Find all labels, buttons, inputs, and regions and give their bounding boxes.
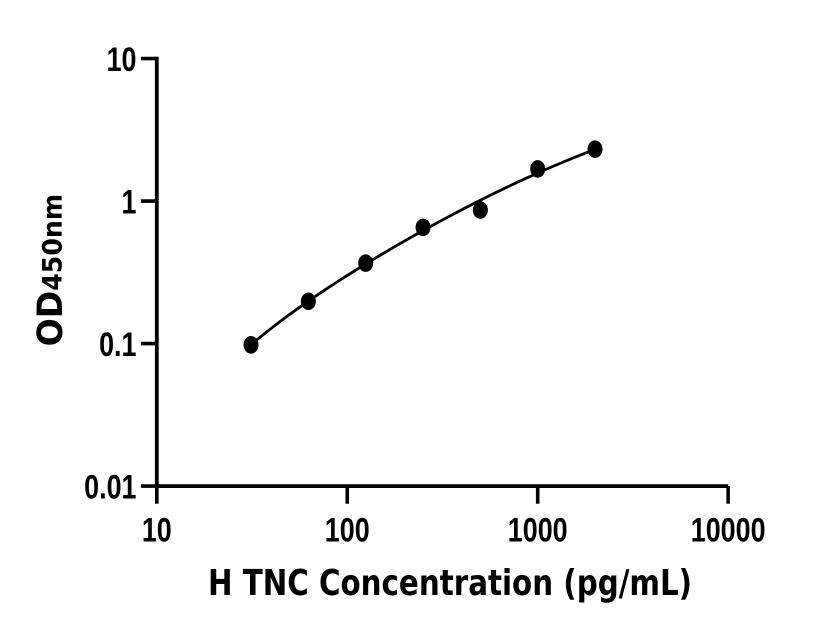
data-point-marker xyxy=(587,140,603,158)
x-tick-label-group: 10 xyxy=(142,510,172,549)
x-tick-label-group: 10000 xyxy=(691,510,766,549)
y-tick-label: 10 xyxy=(107,40,137,79)
y-tick-label-group: 0.01 xyxy=(84,467,136,506)
x-tick-label: 10 xyxy=(142,510,172,549)
x-tick-label-group: 1000 xyxy=(508,510,568,549)
y-tick-label-group: 0.1 xyxy=(99,325,136,364)
y-axis-title-main: OD xyxy=(30,291,70,347)
x-tick-label: 100 xyxy=(325,510,370,549)
tick-marks xyxy=(140,56,730,504)
data-point-marker xyxy=(358,254,374,272)
y-axis-title-group: OD450nm xyxy=(30,194,70,347)
y-tick-label: 1 xyxy=(122,182,137,221)
x-axis-title-group: H TNC Concentration (pg/mL) xyxy=(208,562,692,604)
x-axis-title: H TNC Concentration (pg/mL) xyxy=(208,562,692,604)
x-tick-label: 1000 xyxy=(508,510,568,549)
data-point-marker xyxy=(300,292,316,311)
y-tick-label-group: 10 xyxy=(107,40,137,79)
x-tick-label: 10000 xyxy=(691,510,766,549)
y-tick-label: 0.01 xyxy=(84,467,136,506)
data-point-marker xyxy=(415,218,431,237)
y-tick-label-group: 1 xyxy=(122,182,137,221)
data-points xyxy=(243,140,603,354)
data-point-marker xyxy=(530,160,546,178)
data-point-marker xyxy=(472,201,488,219)
y-axis-title-subscript: 450nm xyxy=(38,194,69,291)
y-tick-label: 0.1 xyxy=(99,325,136,364)
data-point-marker xyxy=(243,336,259,354)
y-axis-title: OD450nm xyxy=(30,194,70,347)
x-tick-label-group: 100 xyxy=(325,510,370,549)
